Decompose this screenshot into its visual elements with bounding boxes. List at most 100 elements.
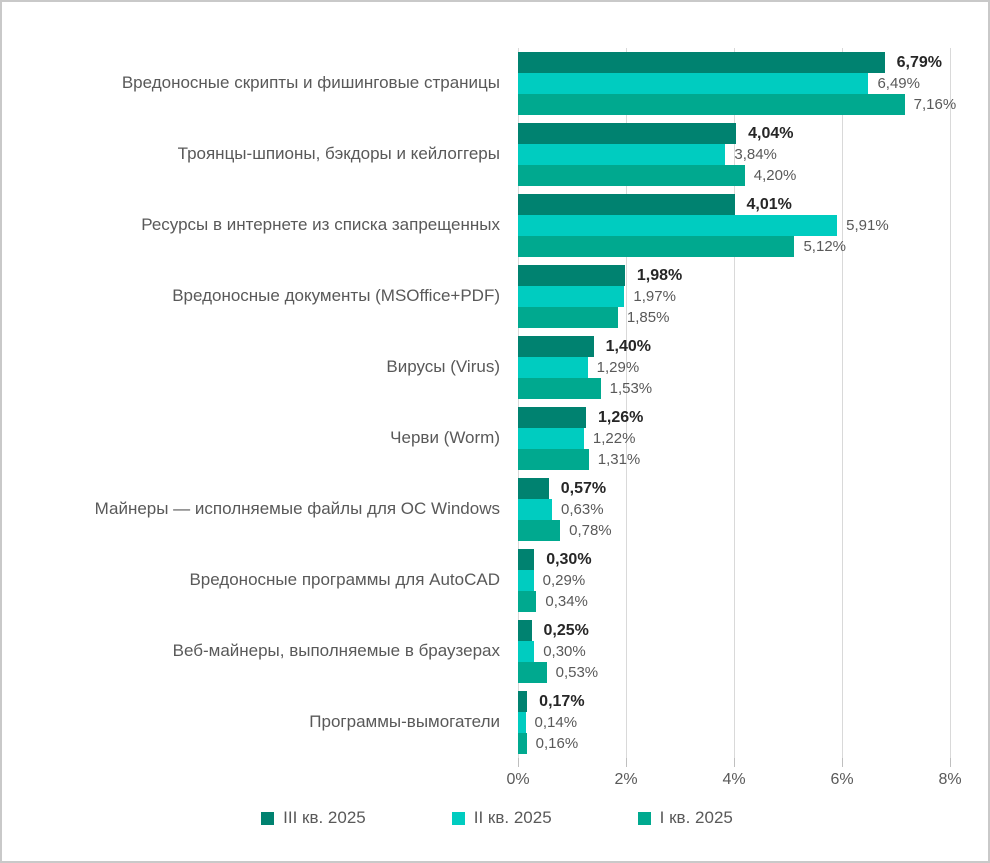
bar-line: 6,49% xyxy=(518,73,966,94)
data-label: 7,16% xyxy=(913,96,957,113)
data-label: 0,16% xyxy=(535,735,579,752)
bar-group: 0,30% 0,29% 0,34% xyxy=(518,545,966,616)
legend-label: I кв. 2025 xyxy=(659,808,733,827)
category-row: Майнеры — исполняемые файлы для ОС Windo… xyxy=(22,474,500,545)
tick-mark xyxy=(734,758,735,767)
bar-line: 1,31% xyxy=(518,449,966,470)
data-label: 0,30% xyxy=(546,550,592,568)
category-label: Вирусы (Virus) xyxy=(386,357,500,377)
bar-line: 4,01% xyxy=(518,194,966,215)
bar-line: 0,25% xyxy=(518,620,966,641)
bar-line: 0,34% xyxy=(518,591,966,612)
bar-group: 1,40% 1,29% 1,53% xyxy=(518,332,966,403)
bar-line: 7,16% xyxy=(518,94,966,115)
bar-series-1 xyxy=(518,549,535,570)
bar-line: 0,17% xyxy=(518,691,966,712)
data-label: 3,84% xyxy=(734,146,777,163)
category-label: Вредоносные скрипты и фишинговые страниц… xyxy=(121,73,500,93)
tick-mark xyxy=(518,758,519,767)
legend-swatch-icon xyxy=(637,811,651,825)
category-labels-column: Вредоносные скрипты и фишинговые страниц… xyxy=(22,48,500,798)
data-label: 1,53% xyxy=(609,380,653,397)
data-label: 5,91% xyxy=(846,217,889,234)
bar-line: 5,12% xyxy=(518,236,966,257)
bar-group: 1,98% 1,97% 1,85% xyxy=(518,261,966,332)
data-label: 5,12% xyxy=(803,238,847,255)
grouped-bar-chart: Вредоносные скрипты и фишинговые страниц… xyxy=(22,48,966,798)
data-label: 1,29% xyxy=(596,359,640,376)
bar-series-3 xyxy=(518,662,547,683)
bar-line: 1,97% xyxy=(518,286,966,307)
bar-series-3 xyxy=(518,378,601,399)
category-label: Веб-майнеры, выполняемые в браузерах xyxy=(172,641,500,661)
bar-line: 0,78% xyxy=(518,520,966,541)
category-label: Вредоносные документы (MSOffice+PDF) xyxy=(172,286,500,306)
legend-item: III кв. 2025 xyxy=(261,808,366,828)
bar-line: 1,98% xyxy=(518,265,966,286)
legend-item: II кв. 2025 xyxy=(451,808,552,828)
data-label: 1,85% xyxy=(626,309,670,326)
category-row: Ресурсы в интернете из списка запрещенны… xyxy=(22,190,500,261)
bar-series-2 xyxy=(518,357,588,378)
bar-series-1 xyxy=(518,123,737,144)
bar-line: 0,16% xyxy=(518,733,966,754)
bar-series-1 xyxy=(518,336,594,357)
bar-line: 1,40% xyxy=(518,336,966,357)
data-label: 0,53% xyxy=(555,664,599,681)
category-label: Троянцы-шпионы, бэкдоры и кейлоггеры xyxy=(177,144,500,164)
category-label: Ресурсы в интернете из списка запрещенны… xyxy=(141,215,500,235)
bar-series-2 xyxy=(518,286,625,307)
data-label: 0,63% xyxy=(561,501,604,518)
bar-line: 6,79% xyxy=(518,52,966,73)
bar-line: 1,53% xyxy=(518,378,966,399)
x-axis: 0% 2% 4% 6% 8% xyxy=(506,758,966,798)
bar-line: 3,84% xyxy=(518,144,966,165)
bar-line: 1,29% xyxy=(518,357,966,378)
bar-group: 4,01% 5,91% 5,12% xyxy=(518,190,966,261)
data-label: 0,34% xyxy=(545,593,588,610)
category-row: Черви (Worm) xyxy=(22,403,500,474)
bar-series-2 xyxy=(518,144,726,165)
bar-series-1 xyxy=(518,620,532,641)
bar-series-2 xyxy=(518,570,534,591)
bar-series-3 xyxy=(518,165,745,186)
bar-group: 4,04% 3,84% 4,20% xyxy=(518,119,966,190)
bar-group: 6,79% 6,49% 7,16% xyxy=(518,48,966,119)
data-label: 4,01% xyxy=(746,195,792,213)
legend-label: II кв. 2025 xyxy=(473,808,552,827)
bar-line: 0,30% xyxy=(518,549,966,570)
category-row: Вирусы (Virus) xyxy=(22,332,500,403)
bar-line: 5,91% xyxy=(518,215,966,236)
data-label: 1,98% xyxy=(636,266,683,284)
tick-mark xyxy=(842,758,843,767)
bar-group: 0,57% 0,63% 0,78% xyxy=(518,474,966,545)
bar-series-1 xyxy=(518,52,885,73)
data-label: 0,29% xyxy=(542,572,586,589)
data-label: 6,79% xyxy=(896,53,943,71)
bar-line: 4,04% xyxy=(518,123,966,144)
data-label: 0,30% xyxy=(543,643,586,660)
tick-label: 2% xyxy=(614,771,638,788)
plot-area: 6,79% 6,49% 7,16% 4,04% 3,84% 4,20% 4,01% 5,91%… xyxy=(506,48,966,798)
bar-group: 0,25% 0,30% 0,53% xyxy=(518,616,966,687)
bar-line: 0,53% xyxy=(518,662,966,683)
category-label: Вредоносные программы для AutoCAD xyxy=(189,570,500,590)
bar-series-2 xyxy=(518,215,838,236)
tick-mark xyxy=(626,758,627,767)
bar-series-3 xyxy=(518,591,537,612)
tick-label: 6% xyxy=(830,771,854,788)
bar-series-2 xyxy=(518,428,584,449)
bar-line: 4,20% xyxy=(518,165,966,186)
data-label: 0,78% xyxy=(569,522,612,539)
legend-swatch-icon xyxy=(261,811,275,825)
bar-series-3 xyxy=(518,236,795,257)
bar-series-1 xyxy=(518,265,625,286)
bar-series-1 xyxy=(518,691,528,712)
bar-series-2 xyxy=(518,499,553,520)
data-label: 6,49% xyxy=(877,75,920,92)
bar-group: 1,26% 1,22% 1,31% xyxy=(518,403,966,474)
data-label: 0,25% xyxy=(543,621,589,639)
legend-swatch-icon xyxy=(451,811,465,825)
category-label: Черви (Worm) xyxy=(390,428,500,448)
